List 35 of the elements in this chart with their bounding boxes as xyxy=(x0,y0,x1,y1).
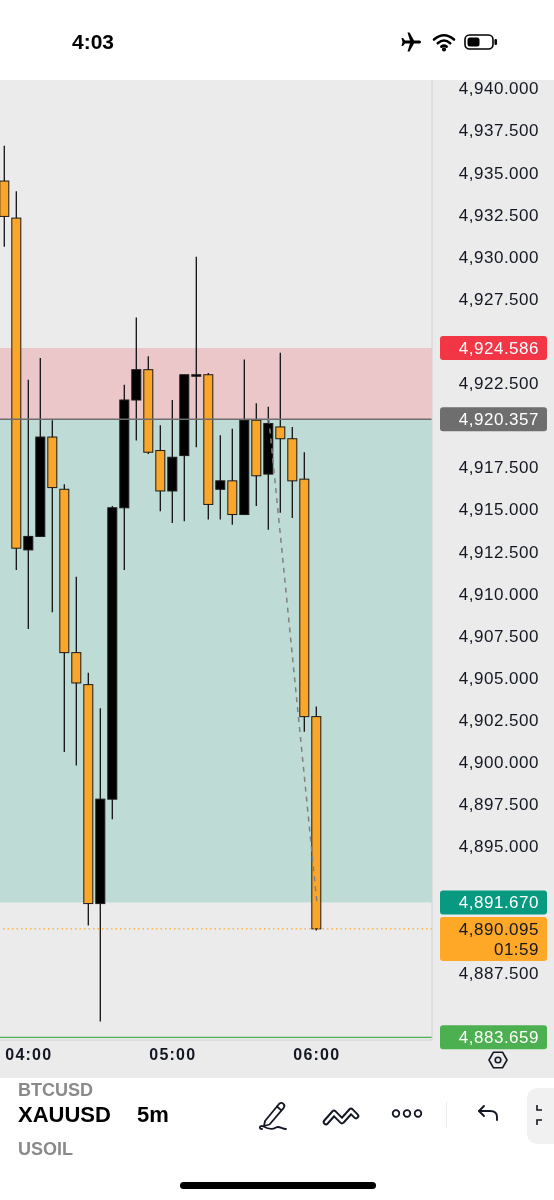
y-tick-label: 4,930.000 xyxy=(458,247,539,267)
ref-line-label: 4,890.095 01:59 xyxy=(458,919,539,959)
y-tick-label: 4,887.500 xyxy=(458,963,539,983)
candlestick xyxy=(191,256,202,448)
x-tick-label: 04:00 xyxy=(5,1046,53,1063)
text: BTCUSD xyxy=(18,1080,93,1102)
y-tick-label: 4,940.000 xyxy=(458,79,539,99)
text: 4:03 xyxy=(72,29,115,55)
y-tick-label: 4,897.500 xyxy=(458,795,539,815)
y-tick-label: 4,922.500 xyxy=(458,374,539,394)
y-tick-label: 4,900.000 xyxy=(458,753,539,773)
y-tick-label: 4,917.500 xyxy=(458,458,539,478)
y-tick-label: 4,937.500 xyxy=(458,121,539,141)
band-label: 4,891.670 xyxy=(458,893,539,913)
text: XAUUSD xyxy=(18,1102,111,1129)
text: USOIL xyxy=(18,1139,74,1161)
x-tick-label: 06:00 xyxy=(293,1046,341,1063)
y-tick-label: 4,895.000 xyxy=(458,837,539,857)
y-tick-label: 4,910.000 xyxy=(458,584,539,604)
ref-line-label: 4,920.357 xyxy=(458,410,539,430)
y-tick-label: 4,912.500 xyxy=(458,542,539,562)
y-tick-label: 4,902.500 xyxy=(458,710,539,730)
candlestick xyxy=(275,352,286,514)
y-tick-label: 4,915.000 xyxy=(458,500,539,520)
y-tick-label: 4,907.500 xyxy=(458,626,539,646)
y-tick-label: 4,927.500 xyxy=(458,289,539,309)
candlestick xyxy=(215,434,226,521)
y-tick-label: 4,935.000 xyxy=(458,163,539,183)
band-label: 4,924.586 xyxy=(458,338,539,358)
y-tick-label: 4,905.000 xyxy=(458,668,539,688)
ref-line-label: 4,883.659 xyxy=(458,1028,539,1048)
candlestick xyxy=(23,379,34,630)
y-tick-label: 4,932.500 xyxy=(458,205,539,225)
x-tick-label: 05:00 xyxy=(149,1046,197,1063)
text: 5m xyxy=(137,1102,169,1129)
